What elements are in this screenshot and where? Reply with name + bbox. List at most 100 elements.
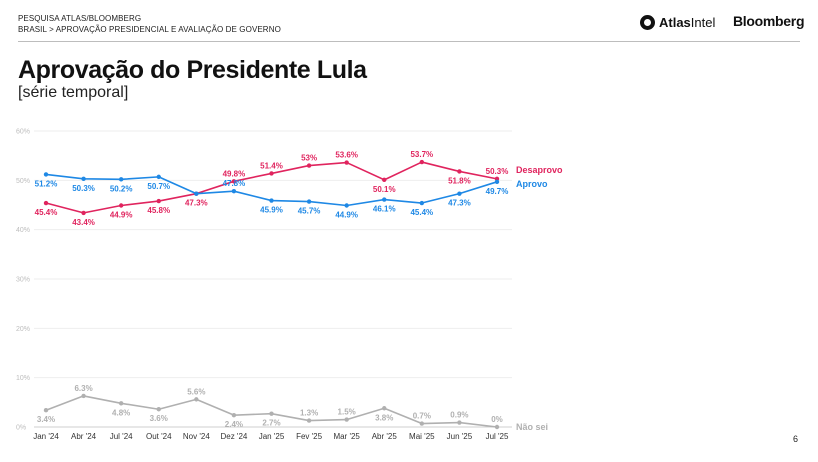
data-label: 53%	[301, 154, 317, 163]
data-point	[43, 172, 49, 177]
data-point	[419, 200, 425, 206]
data-point	[306, 199, 312, 204]
data-label: 50.2%	[110, 184, 133, 193]
data-label: 50.3%	[486, 167, 509, 176]
x-tick-label: Dez '24	[220, 432, 247, 441]
data-point	[344, 417, 349, 422]
data-label: 6.3%	[74, 384, 92, 393]
data-point	[419, 159, 425, 165]
x-tick-label: Jul '25	[486, 432, 509, 441]
data-label: 45.4%	[410, 208, 433, 217]
data-point	[118, 177, 124, 182]
data-point	[382, 177, 387, 183]
data-label: 47.8%	[223, 179, 246, 188]
data-label: 49.8%	[223, 169, 246, 178]
x-tick-label: Nov '24	[183, 432, 210, 441]
bloomberg-logo: Bloomberg	[733, 13, 805, 29]
data-point	[81, 210, 86, 216]
data-label: 51.8%	[448, 176, 471, 185]
data-label: 46.1%	[373, 205, 396, 214]
x-tick-label: Mai '25	[409, 432, 435, 441]
data-label: 50.3%	[72, 184, 95, 193]
data-label: 45.7%	[298, 207, 321, 216]
data-point	[43, 200, 49, 206]
data-label: 4.8%	[112, 408, 130, 417]
header-divider	[18, 41, 800, 42]
data-point	[231, 412, 237, 418]
data-label: 51.4%	[260, 161, 283, 170]
y-tick-label: 50%	[16, 178, 30, 185]
data-label: 44.9%	[110, 210, 133, 219]
data-label: 50.7%	[147, 182, 170, 191]
data-label: 43.4%	[72, 218, 95, 227]
y-tick-label: 60%	[16, 129, 30, 136]
x-tick-label: Abr '25	[372, 432, 398, 441]
data-point	[457, 420, 462, 425]
data-label: 2.4%	[225, 420, 243, 429]
data-label: 5.6%	[187, 387, 205, 396]
data-label: 1.5%	[338, 408, 356, 417]
x-tick-label: Out '24	[146, 432, 172, 441]
data-label: 50.1%	[373, 185, 396, 194]
data-label: 1.3%	[300, 409, 318, 418]
x-tick-label: Jan '25	[259, 432, 285, 441]
data-point	[494, 424, 500, 430]
atlasintel-logo-text: AtlasIntel	[659, 14, 716, 30]
data-label: 53.7%	[410, 150, 433, 159]
series-name-label: Não sei	[516, 422, 548, 432]
data-point	[494, 179, 500, 185]
data-point	[156, 407, 161, 412]
x-tick-label: Fev '25	[296, 432, 323, 441]
data-point	[419, 421, 425, 426]
x-tick-label: Mar '25	[333, 432, 360, 441]
data-label: 3.4%	[37, 415, 55, 424]
label-layer: 3.4% 6.3% 4.8% 3.6% 5.6% 2.4% 2.7% 1.3% 1.5% 3.8%…	[35, 150, 563, 432]
page-number: 6	[793, 434, 799, 444]
data-label: 0%	[491, 415, 503, 424]
data-label: 47.3%	[448, 199, 471, 208]
data-point	[43, 408, 49, 413]
y-tick-label: 0%	[16, 425, 26, 432]
series-layer	[43, 159, 500, 430]
header-breadcrumb: BRASIL > APROVAÇÃO PRESIDENCIAL E AVALIA…	[18, 25, 281, 34]
data-point	[81, 393, 86, 399]
data-point	[457, 191, 462, 196]
data-point	[306, 418, 312, 423]
atlasintel-logo-icon	[640, 14, 655, 30]
y-tick-label: 10%	[16, 375, 30, 382]
data-label: 3.6%	[150, 414, 168, 423]
data-point	[382, 197, 387, 202]
page-subtitle: [série temporal]	[18, 84, 129, 101]
data-point	[457, 169, 462, 174]
x-tick-label: Jul '24	[110, 432, 133, 441]
data-point	[118, 401, 124, 406]
data-point	[231, 179, 237, 184]
data-point	[269, 411, 274, 416]
data-point	[156, 198, 161, 204]
data-point	[344, 203, 349, 208]
data-point	[81, 176, 86, 182]
data-point	[269, 198, 274, 203]
series-name-label: Desaprovo	[516, 165, 563, 175]
y-tick-label: 20%	[16, 326, 30, 333]
data-label: 49.7%	[486, 187, 509, 196]
page-title: Aprovação do Presidente Lula	[18, 56, 367, 84]
data-point	[231, 188, 237, 194]
data-point	[194, 397, 199, 402]
data-label: 53.6%	[335, 151, 358, 160]
atlasintel-logo: AtlasIntel	[640, 12, 715, 32]
data-label: 0.9%	[450, 411, 468, 420]
data-point	[382, 406, 387, 411]
data-point	[118, 203, 124, 208]
data-point	[156, 174, 161, 180]
data-point	[306, 163, 312, 168]
data-label: 47.3%	[185, 199, 208, 208]
y-tick-label: 40%	[16, 227, 30, 234]
x-tick-label: Jan '24	[33, 432, 59, 441]
data-label: 45.8%	[147, 206, 170, 215]
grid-layer: 0% 10% 20% 30% 40% 50% 60% Jan '24 Abr '24 Jul '2…	[16, 129, 512, 441]
data-label: 2.7%	[262, 419, 280, 428]
x-tick-label: Jun '25	[447, 432, 473, 441]
data-point	[269, 171, 274, 176]
